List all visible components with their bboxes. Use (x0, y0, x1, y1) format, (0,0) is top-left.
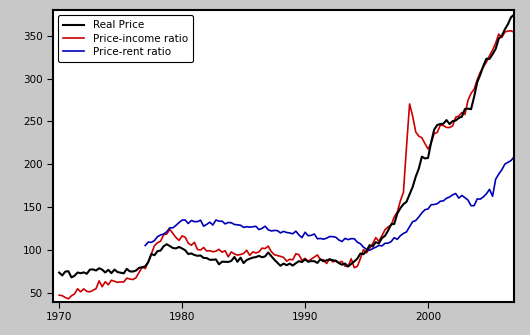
Price-rent ratio (164, 230, 170, 234)
Real Price (511, 13, 517, 17)
Real Price (118, 271, 124, 275)
Line: Real Price: Real Price (59, 15, 514, 277)
Price-rent ratio (166, 226, 173, 230)
Price-income ratio (170, 231, 176, 236)
Price-income ratio (357, 257, 364, 261)
Price-income ratio (511, 30, 517, 35)
Price-income ratio (118, 280, 124, 284)
Real Price (68, 275, 75, 279)
Price-income ratio (139, 265, 145, 269)
Real Price (357, 252, 364, 256)
Price-rent ratio (354, 240, 360, 244)
Price-rent ratio (256, 227, 262, 231)
Price-income ratio (166, 227, 173, 231)
Line: Price-income ratio: Price-income ratio (59, 31, 514, 299)
Real Price (139, 265, 145, 269)
Line: Price-rent ratio: Price-rent ratio (145, 157, 514, 250)
Real Price (259, 255, 265, 259)
Real Price (166, 244, 173, 248)
Price-income ratio (508, 29, 514, 33)
Real Price (56, 271, 63, 275)
Legend: Real Price, Price-income ratio, Price-rent ratio: Real Price, Price-income ratio, Price-re… (58, 15, 193, 62)
Real Price (170, 246, 176, 250)
Price-rent ratio (511, 155, 517, 159)
Price-income ratio (65, 297, 72, 301)
Price-income ratio (56, 293, 63, 297)
Price-income ratio (259, 246, 265, 250)
